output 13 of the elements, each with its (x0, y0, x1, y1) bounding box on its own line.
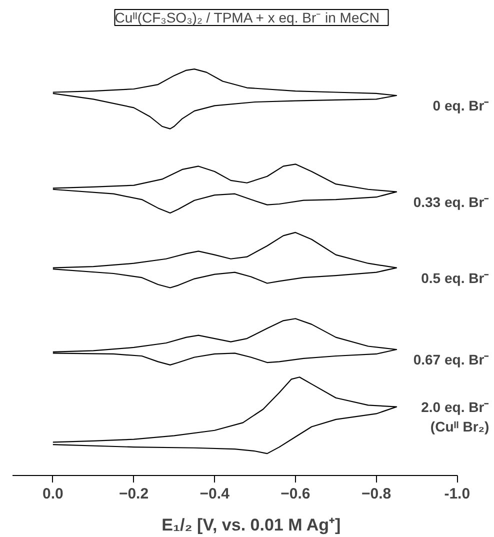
x-tick-label: −0.8 (362, 486, 392, 502)
x-tick-label: -1.0 (444, 486, 470, 502)
x-tick-label: −0.6 (280, 486, 310, 502)
series-label: 0.67 eq. Br⁻ (413, 352, 490, 368)
x-axis-title: E₁/₂ [V, vs. 0.01 M Ag⁺] (162, 516, 341, 534)
text: 0 eq. Br⁻ (432, 97, 490, 114)
x-tick-label: −0.4 (200, 486, 230, 502)
series-label: 2.0 eq. Br⁻ (Cuᴵᴵ Br₂) (421, 399, 490, 434)
series-label: 0.33 eq. Br⁻ (413, 194, 490, 210)
series-label: 0.5 eq. Br⁻ (421, 270, 490, 286)
chart-title: Cuᴵᴵ(CF₃SO₃)₂ / TPMA + x eq. Br⁻ in MeCN (114, 10, 380, 26)
x-tick-label: 0.0 (42, 486, 64, 502)
x-tick-label: −0.2 (118, 486, 149, 502)
